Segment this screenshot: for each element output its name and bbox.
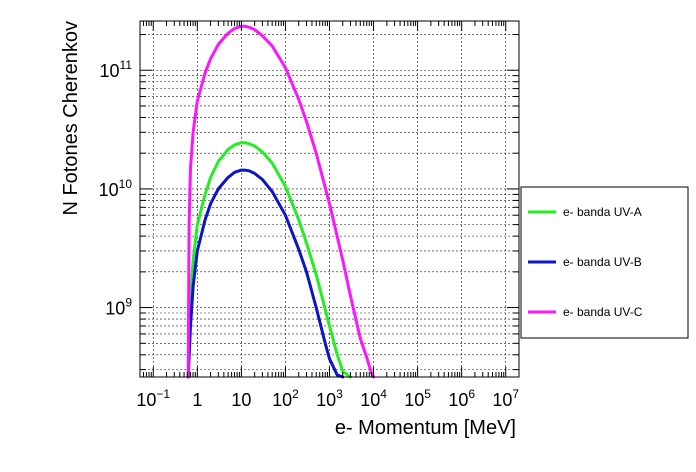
y-tick-label: 1010 [99,177,133,200]
data-curves [186,24,376,379]
x-tick-label: 106 [448,387,475,410]
x-tick-label-exponent: 2 [292,387,299,401]
y-tick-label-base: 10 [100,61,120,81]
y-tick-label-base: 10 [99,180,119,200]
x-tick-label-base: 10 [448,390,468,410]
y-tick-label-base: 10 [105,299,125,319]
legend-label-1: e- banda UV-A [563,205,642,219]
x-tick-label-base: 10 [316,390,336,410]
series-line-2 [186,168,345,379]
x-tick-label: 10−1 [136,387,170,410]
y-tick-label-exponent: 11 [120,58,133,72]
x-tick-label-base: 10 [231,390,251,410]
x-axis-label: e- Momentum [MeV] [335,417,516,439]
y-tick-label-exponent: 9 [125,296,132,310]
y-tick-label: 109 [105,296,132,319]
grid [140,21,519,377]
x-tick-label-base: 10 [492,390,512,410]
x-tick-label-exponent: 7 [512,387,519,401]
x-tick-label: 105 [404,387,431,410]
x-tick-labels: 10−1 1 10 102 103 104 105 106 107 [136,387,519,410]
series-line-3 [186,24,376,379]
y-axis-label: N Fotones Cherenkov [60,21,82,216]
x-tick-label: 104 [360,387,387,410]
series-line-1 [186,141,352,379]
legend-label-2: e- banda UV-B [563,255,642,269]
x-tick-label: 10 [231,390,251,410]
x-tick-label-base: 1 [192,390,202,410]
x-tick-label-base: 10 [272,390,292,410]
x-tick-label-base: 10 [360,390,380,410]
legend: e- banda UV-A e- banda UV-B e- banda UV-C [520,186,689,339]
x-tick-label-exponent: 3 [336,387,343,401]
x-tick-label-exponent: 6 [468,387,475,401]
x-tick-label: 107 [492,387,519,410]
plot-frame [139,20,520,378]
x-tick-label: 1 [192,390,202,410]
x-tick-label-exponent: 4 [380,387,387,401]
axis-ticks [139,21,520,377]
x-tick-label-exponent: −1 [156,387,170,401]
legend-label-3: e- banda UV-C [563,305,643,319]
x-tick-label-base: 10 [136,390,156,410]
x-tick-label-base: 10 [404,390,424,410]
x-tick-label: 102 [272,387,299,410]
x-tick-label: 103 [316,387,343,410]
y-tick-label-exponent: 10 [119,177,133,191]
x-tick-label-exponent: 5 [424,387,431,401]
y-tick-label: 1011 [100,58,133,81]
